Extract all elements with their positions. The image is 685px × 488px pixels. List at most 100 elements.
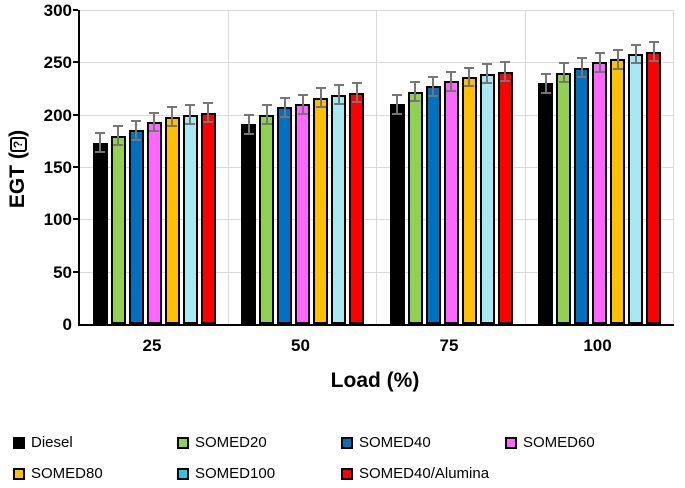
error-bar-part [265,104,268,126]
error-bar-part [482,82,493,85]
error-bar-part [113,144,124,146]
error-bar-part [504,61,507,83]
bar-diesel-load50 [241,113,257,324]
legend-item-somed60: SOMED60 [505,434,678,451]
legend-swatch-icon [13,467,25,480]
error-bar-part [580,57,583,78]
bar-somed80-load100 [610,48,626,324]
error-bar-part [648,60,659,63]
x-tick-label-100: 100 [583,336,612,355]
error-bar [113,125,124,146]
y-gridline [80,114,674,116]
error-bar-part [351,101,362,104]
error-bar [392,93,403,115]
error-bar [558,62,569,84]
bar-somed20-load25 [110,125,126,324]
legend-label: Diesel [31,434,73,451]
bar-diesel-load75 [389,93,405,324]
error-bar [612,48,623,70]
error-bar-part [301,93,304,115]
error-bar-part [432,75,435,97]
y-tick-mark [73,61,78,64]
error-bar-part [185,123,196,126]
legend-item-somed20: SOMED20 [177,434,341,451]
y-tick-label: 150 [43,158,72,177]
bar-somed40-alumina-load75 [497,61,513,324]
error-bar [410,81,421,102]
x-gridline [673,10,674,324]
error-bar-part [297,112,308,115]
y-tick-label: 250 [43,53,72,73]
error-bar-part [131,138,142,141]
legend-swatch-icon [341,436,353,449]
error-bar [630,43,641,65]
error-bar-part [616,48,619,70]
error-bar-part [279,115,290,118]
y-tick-label: 200 [43,105,72,125]
error-bar [203,102,214,123]
legend-label: SOMED60 [523,434,595,451]
error-bar-part [410,100,421,102]
error-bar-part [558,81,569,84]
y-tick-label: 50 [53,262,72,282]
legend: Diesel SOMED20 SOMED40 SOMED60 SOMED80 SOMED1… [13,434,678,482]
error-bar-part [203,121,214,123]
legend-swatch-icon [341,467,353,480]
error-bar-part [315,106,326,109]
error-bar-part [634,43,637,65]
error-bar [149,111,160,133]
legend-label: SOMED40 [359,434,431,451]
error-bar-part [99,132,102,154]
error-bar-part [468,66,471,88]
error-bar-part [652,41,655,63]
error-bar-part [486,63,489,85]
error-bar [279,96,290,118]
error-bar-part [396,93,399,115]
error-bar [351,82,362,104]
y-tick-mark [73,113,78,116]
legend-label: SOMED20 [195,434,267,451]
legend-swatch-icon [177,467,189,480]
y-axis-title-close: ) [6,129,29,137]
y-tick-mark [73,218,78,221]
error-bar-part [337,84,340,106]
error-bar-part [247,113,250,135]
bar-group-50 [229,10,378,324]
error-bar-part [450,70,453,92]
error-bar-part [355,82,358,104]
error-bar [500,61,511,83]
error-bar [297,93,308,115]
bar-somed60-load25 [146,111,162,324]
error-bar-part [428,94,439,97]
error-bar-part [95,151,106,154]
error-bar-part [630,62,641,65]
error-bar-part [117,125,120,146]
bar-somed40-alumina-load50 [349,82,365,324]
error-bar [540,72,551,94]
error-bar [482,63,493,85]
bar-somed60-load100 [592,51,608,324]
bar-somed40-load100 [574,57,590,324]
error-bar-part [500,80,511,83]
error-bar-part [135,119,138,141]
error-bar-part [540,91,551,94]
bar-somed60-load75 [443,70,459,324]
error-bar [576,57,587,78]
legend-item-somed80: SOMED80 [13,465,177,482]
error-bar [95,132,106,154]
bar-somed80-load50 [313,87,329,324]
y-gridline [80,10,674,11]
y-tick-label: 300 [43,1,72,20]
x-tick-label-50: 50 [291,336,310,355]
error-bar-part [319,87,322,109]
y-gridline [80,62,674,64]
error-bar-part [446,89,457,92]
error-bar [185,104,196,126]
x-tick-label-25: 25 [142,336,162,355]
error-bar [243,113,254,135]
bar-diesel-load100 [538,72,554,324]
y-gridline [80,271,674,273]
bar-somed40-alumina-load25 [200,102,216,324]
bar-somed60-load50 [295,93,311,324]
error-bar [131,119,142,141]
